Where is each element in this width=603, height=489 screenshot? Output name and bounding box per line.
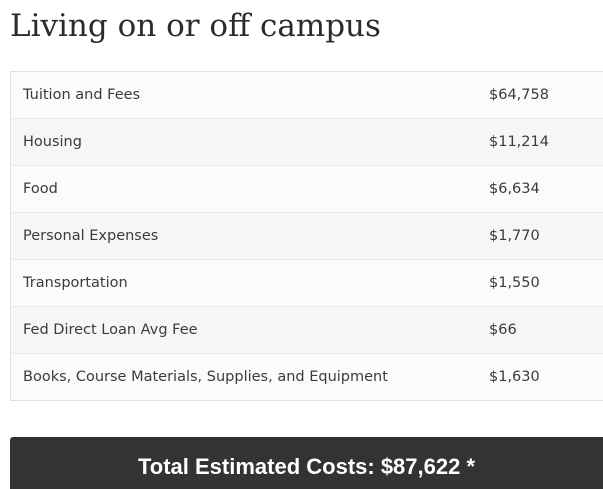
cost-label: Tuition and Fees (10, 71, 489, 119)
table-row: Books, Course Materials, Supplies, and E… (10, 353, 603, 401)
table-row: Food $6,634 (10, 165, 603, 213)
cost-label: Personal Expenses (10, 212, 489, 260)
table-row: Personal Expenses $1,770 (10, 212, 603, 260)
cost-value: $1,550 (489, 259, 603, 307)
total-cost-text: Total Estimated Costs: $87,622 * (137, 454, 476, 479)
cost-value: $66 (489, 306, 603, 354)
cost-label: Transportation (10, 259, 489, 307)
table-row: Housing $11,214 (10, 118, 603, 166)
cost-value: $11,214 (489, 118, 603, 166)
table-row: Transportation $1,550 (10, 259, 603, 307)
cost-label: Housing (10, 118, 489, 166)
cost-value: $64,758 (489, 71, 603, 119)
table-row: Tuition and Fees $64,758 (10, 71, 603, 119)
cost-label: Fed Direct Loan Avg Fee (10, 306, 489, 354)
total-cost-banner: Total Estimated Costs: $87,622 * (10, 437, 603, 489)
cost-value: $1,770 (489, 212, 603, 260)
cost-label: Food (10, 165, 489, 213)
page-title: Living on or off campus (10, 8, 381, 44)
cost-label: Books, Course Materials, Supplies, and E… (10, 353, 489, 401)
cost-table: Tuition and Fees $64,758 Housing $11,214… (10, 71, 603, 401)
cost-value: $1,630 (489, 353, 603, 401)
table-row: Fed Direct Loan Avg Fee $66 (10, 306, 603, 354)
cost-value: $6,634 (489, 165, 603, 213)
